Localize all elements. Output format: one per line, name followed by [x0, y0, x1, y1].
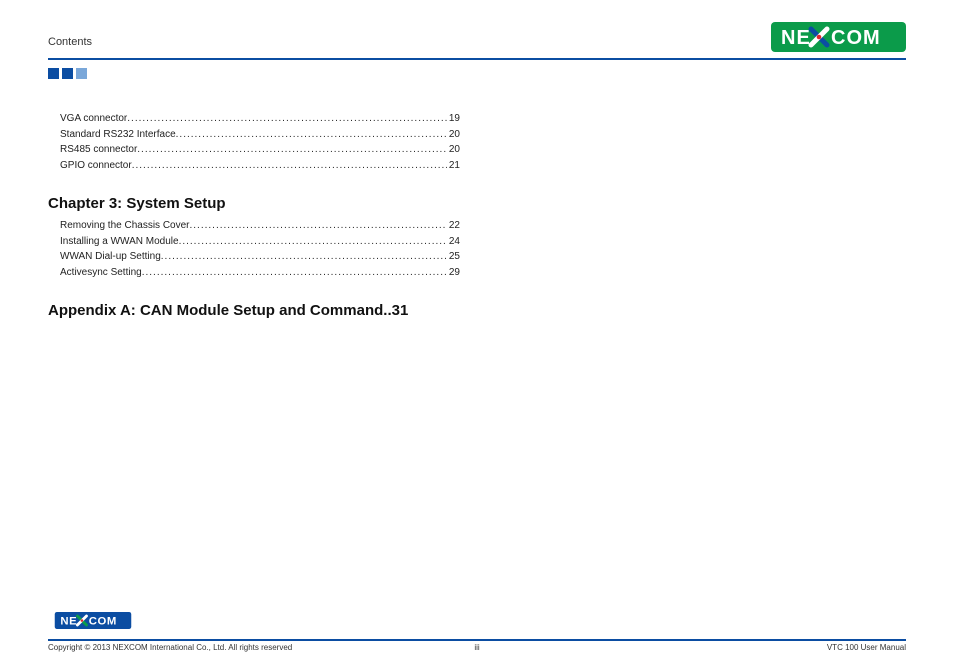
- toc-entry: Installing a WWAN Module 24: [60, 234, 460, 250]
- toc-dots: [137, 142, 447, 158]
- toc-entry: WWAN Dial-up Setting 25: [60, 249, 460, 265]
- toc-entry-page: 25: [447, 249, 460, 265]
- toc-entry: VGA connector 19: [60, 111, 460, 127]
- nexcom-logo: NE COM: [771, 22, 906, 52]
- header-section-label: Contents: [48, 36, 92, 52]
- svg-text:COM: COM: [831, 27, 881, 49]
- appendix-dots: ..: [383, 302, 391, 319]
- footer-rule: [48, 639, 906, 641]
- square-icon: [76, 68, 87, 79]
- toc-entry: GPIO connector 21: [60, 158, 460, 174]
- toc-content: VGA connector 19 Standard RS232 Interface 2…: [60, 111, 460, 319]
- toc-entry-page: 21: [447, 158, 460, 174]
- decorative-squares: [48, 68, 906, 79]
- chapter-3-title: Chapter 3: System Setup: [48, 195, 460, 212]
- toc-dots: [161, 249, 447, 265]
- svg-text:COM: COM: [89, 615, 117, 627]
- toc-entry-text: Installing a WWAN Module: [60, 234, 179, 250]
- toc-entry-page: 22: [447, 218, 460, 234]
- toc-entry: Activesync Setting 29: [60, 265, 460, 281]
- toc-dots: [127, 111, 447, 127]
- toc-entry-text: VGA connector: [60, 111, 127, 127]
- toc-entry-page: 20: [447, 142, 460, 158]
- footer-logo-wrap: NE COM: [48, 609, 138, 637]
- appendix-a-title: Appendix A: CAN Module Setup and Command…: [48, 302, 460, 319]
- nexcom-footer-logo: NE COM: [54, 612, 132, 629]
- svg-text:NE: NE: [781, 27, 811, 49]
- toc-entry-page: 29: [447, 265, 460, 281]
- toc-entry: RS485 connector 20: [60, 142, 460, 158]
- appendix-page: 31: [392, 302, 409, 319]
- footer-copyright: Copyright © 2013 NEXCOM International Co…: [48, 643, 292, 652]
- toc-dots: [176, 127, 447, 143]
- page-footer: NE COM Copyright © 2013 NEXCOM Internati…: [48, 609, 906, 652]
- header-rule: [48, 58, 906, 60]
- toc-entry-text: WWAN Dial-up Setting: [60, 249, 161, 265]
- appendix-title-text: Appendix A: CAN Module Setup and Command: [48, 302, 383, 319]
- toc-entry-page: 24: [447, 234, 460, 250]
- toc-entry: Standard RS232 Interface 20: [60, 127, 460, 143]
- toc-dots: [132, 158, 447, 174]
- toc-entry-page: 20: [447, 127, 460, 143]
- square-icon: [48, 68, 59, 79]
- svg-text:NE: NE: [60, 615, 77, 627]
- toc-dots: [190, 218, 447, 234]
- page-header: Contents NE COM: [48, 22, 906, 54]
- toc-entry-text: RS485 connector: [60, 142, 137, 158]
- toc-entry-text: Standard RS232 Interface: [60, 127, 176, 143]
- toc-entry: Removing the Chassis Cover 22: [60, 218, 460, 234]
- toc-entry-text: GPIO connector: [60, 158, 132, 174]
- toc-entry-page: 19: [447, 111, 460, 127]
- footer-row: Copyright © 2013 NEXCOM International Co…: [48, 643, 906, 652]
- footer-doc-name: VTC 100 User Manual: [827, 643, 906, 652]
- toc-dots: [142, 265, 447, 281]
- toc-entry-text: Activesync Setting: [60, 265, 142, 281]
- toc-dots: [179, 234, 447, 250]
- square-icon: [62, 68, 73, 79]
- footer-page-number: iii: [474, 643, 479, 652]
- toc-entry-text: Removing the Chassis Cover: [60, 218, 190, 234]
